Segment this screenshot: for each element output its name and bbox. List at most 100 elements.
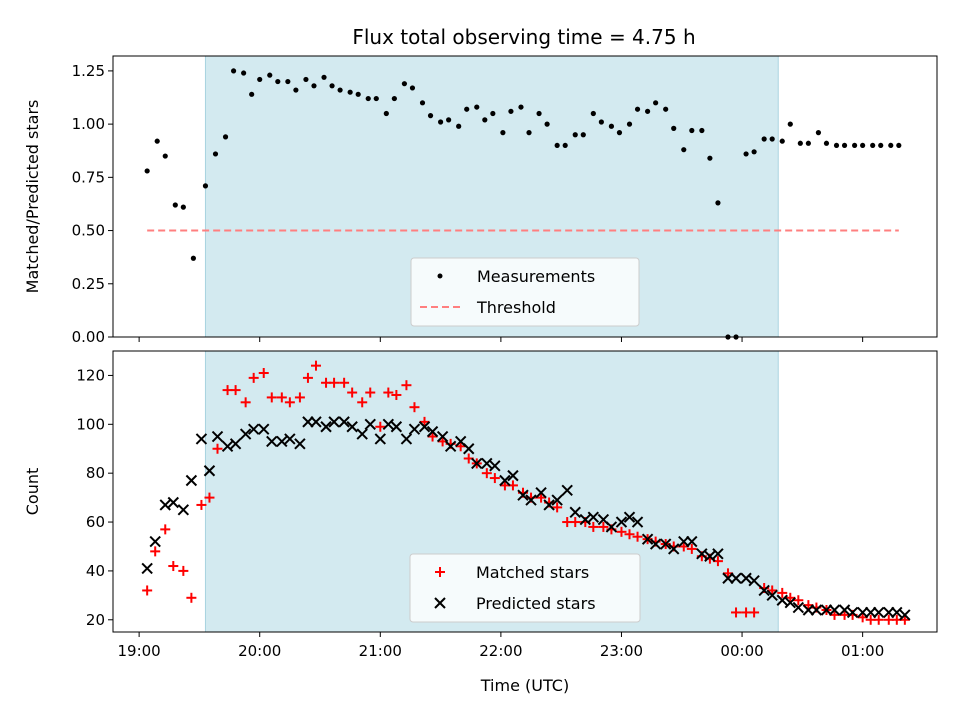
predicted-star-point [499, 474, 511, 487]
marker-stroke [659, 538, 672, 550]
matched-star-point [168, 561, 179, 572]
predicted-star-point [211, 430, 224, 443]
measurement-point [572, 132, 578, 138]
predicted-star-point [569, 506, 581, 518]
measurement-point [154, 138, 160, 144]
predicted-star-point [258, 423, 270, 435]
predicted-star-point [436, 430, 449, 443]
measurement-point [751, 149, 757, 155]
marker-stroke [221, 440, 234, 453]
measurement-point [896, 142, 902, 149]
predicted-star-point [891, 606, 903, 619]
predicted-star-point [247, 423, 260, 435]
matched-star-point [427, 431, 438, 442]
marker-stroke [605, 521, 618, 533]
predicted-star-point [649, 538, 662, 550]
y-tick-label: 0.50 [72, 222, 105, 240]
matched-star-point [419, 416, 430, 427]
measurement-point [833, 142, 840, 149]
legend-matched-stars-marker [435, 567, 445, 577]
marker-stroke [374, 433, 387, 445]
measurement-point [490, 110, 496, 117]
predicted-star-point [525, 494, 537, 506]
matched-star-point [178, 565, 189, 576]
matched-star-point [186, 592, 197, 603]
top-plot-area [144, 56, 902, 340]
measurement-point [241, 70, 247, 76]
matched-star-point [276, 392, 287, 403]
predicted-star-point [356, 428, 368, 440]
predicted-star-point [740, 572, 752, 584]
y-tick-label: 120 [76, 366, 105, 384]
predicted-star-point [587, 511, 600, 523]
measurement-point [391, 95, 397, 102]
predicted-star-point [507, 469, 519, 482]
marker-stroke [623, 511, 636, 523]
predicted-star-point [266, 435, 278, 448]
matched-star-point [357, 397, 368, 408]
legend-predicted-stars-label: Predicted stars [476, 594, 596, 613]
measurement-point [608, 123, 615, 129]
matched-star-point [212, 443, 223, 454]
measurement-point [626, 121, 633, 127]
marker-stroke [276, 435, 288, 448]
matched-star-point [489, 473, 500, 484]
top-x-axis-ticks [138, 337, 864, 342]
chart-title: Flux total observing time = 4.75 h [352, 25, 695, 49]
predicted-star-point [195, 433, 208, 445]
matched-star-point [240, 397, 251, 408]
measurement-point [285, 78, 291, 85]
measurement-point [383, 110, 389, 117]
measurement-point [303, 76, 309, 83]
measurement-point [663, 106, 669, 112]
measurement-point [365, 95, 371, 102]
matched-star-point [455, 441, 466, 452]
measurement-point [518, 104, 524, 110]
marker-stroke [696, 548, 708, 560]
matched-star-point [686, 543, 697, 554]
marker-stroke [454, 435, 467, 448]
marker-stroke [873, 606, 885, 619]
marker-stroke [517, 489, 529, 501]
predicted-star-point [418, 421, 431, 433]
marker-stroke [185, 474, 198, 487]
predicted-star-point [374, 433, 387, 445]
marker-stroke [408, 423, 421, 435]
marker-stroke [499, 474, 511, 487]
predicted-star-point [631, 516, 644, 528]
predicted-star-point [203, 465, 216, 477]
measurement-point [671, 125, 677, 131]
measurement-point [644, 108, 651, 114]
x-tick-label: 23:00 [600, 642, 643, 660]
marker-stroke [258, 423, 270, 435]
marker-stroke [758, 584, 770, 597]
marker-stroke [631, 516, 644, 528]
measurement-point [249, 91, 255, 97]
measurement-point [180, 204, 186, 210]
measurement-point [172, 202, 178, 208]
marker-stroke [641, 533, 654, 545]
legend-predicted-stars-marker [434, 597, 446, 609]
matched-star-point [391, 389, 402, 400]
measurement-point [681, 147, 687, 153]
measurement-point [526, 130, 532, 136]
measurement-point [500, 130, 506, 136]
measurement-point [779, 138, 785, 144]
marker-stroke [828, 604, 841, 616]
measurement-point [456, 123, 462, 129]
predicted-star-point [659, 538, 672, 550]
measurement-point [715, 200, 721, 206]
top-legend-box [410, 257, 640, 327]
matched-star-point [204, 492, 215, 503]
predicted-star-point [167, 496, 179, 509]
matched-star-point [588, 521, 599, 532]
predicted-star-point [284, 433, 296, 445]
matched-star-point [598, 521, 609, 532]
predicted-star-point [615, 516, 628, 528]
top-axes-frame [112, 55, 938, 338]
measurement-point [769, 136, 775, 142]
predicted-star-point [579, 513, 591, 526]
matched-star-point [142, 585, 153, 596]
marker-stroke [346, 421, 358, 433]
predicted-star-point [810, 604, 823, 616]
